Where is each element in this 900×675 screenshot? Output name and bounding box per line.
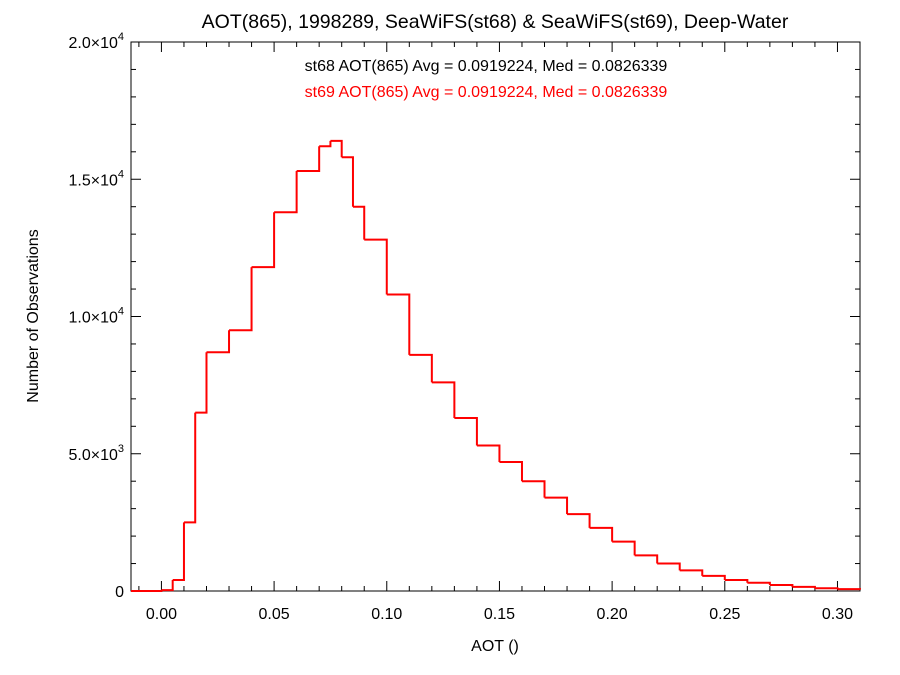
histogram-bin — [476, 444, 501, 462]
x-tick-label: 0.00 — [146, 606, 177, 623]
y-tick-exponent: 4 — [118, 31, 124, 43]
y-tick-label: 1.5×104 — [68, 168, 124, 189]
histogram-bin — [702, 574, 726, 581]
y-tick-mantissa: 1.0×10 — [68, 310, 117, 327]
y-tick-label: 1.0×104 — [68, 306, 124, 327]
histogram-bin — [769, 583, 794, 587]
histogram-bin — [172, 522, 185, 582]
y-tick-exponent: 3 — [118, 443, 124, 455]
axis-ticks — [131, 41, 861, 592]
histogram-bin — [792, 585, 816, 589]
histogram-bin — [544, 496, 569, 515]
histogram-bin — [341, 156, 354, 207]
y-tick-label: 5.0×103 — [68, 443, 124, 464]
y-tick-exponent: 4 — [118, 168, 124, 180]
histogram-bin — [296, 146, 321, 173]
x-axis-label: AOT () — [471, 638, 519, 655]
annotation-st69: st69 AOT(865) Avg = 0.0919224, Med = 0.0… — [305, 84, 668, 101]
x-tick-label: 0.10 — [371, 606, 402, 623]
y-tick-mantissa: 1.5×10 — [68, 172, 117, 189]
y-tick-label: 2.0×104 — [68, 31, 124, 52]
histogram-bin — [352, 205, 366, 240]
histogram-bin — [206, 330, 231, 354]
histogram-bin — [657, 562, 681, 571]
y-tick-mantissa: 5.0×10 — [68, 447, 117, 464]
chart-title: AOT(865), 1998289, SeaWiFS(st68) & SeaWi… — [202, 11, 789, 33]
y-tick-exponent: 4 — [118, 306, 124, 318]
histogram-bin — [409, 353, 433, 383]
series-layer — [131, 139, 861, 592]
tick-labels: 0.00 0.05 0.10 0.15 0.20 0.25 0.30 0 5.0×103 1.0×… — [68, 31, 853, 623]
histogram-bin — [330, 139, 343, 158]
histogram-bin — [634, 554, 659, 564]
histogram-bin — [499, 460, 523, 482]
histogram-bin — [814, 587, 839, 590]
x-tick-label: 0.20 — [597, 606, 628, 623]
histogram-bin — [747, 581, 771, 585]
histogram-bin — [161, 580, 174, 592]
histogram-bin — [521, 480, 546, 498]
plot-frame — [130, 41, 861, 592]
x-tick-label: 0.25 — [709, 606, 740, 623]
histogram-bin — [612, 540, 636, 556]
histogram-bin — [131, 590, 163, 592]
series-0 — [131, 139, 861, 592]
histogram-bin — [837, 588, 861, 591]
histogram-bin — [679, 569, 704, 576]
histogram-bin — [195, 352, 208, 414]
histogram-bin — [364, 238, 388, 295]
histogram-bin — [724, 579, 749, 583]
y-axis-label: Number of Observations — [25, 229, 42, 402]
y-tick-label: 0 — [115, 584, 124, 601]
x-tick-label: 0.30 — [822, 606, 853, 623]
y-tick-mantissa: 2.0×10 — [68, 35, 117, 52]
histogram-bin — [567, 513, 591, 528]
histogram-bin — [454, 417, 478, 446]
y-tick-mantissa: 0 — [115, 584, 124, 601]
histogram-bin — [183, 412, 197, 524]
histogram-bin — [431, 381, 456, 419]
x-tick-label: 0.05 — [259, 606, 290, 623]
histogram-bin — [386, 293, 411, 355]
histogram-bin — [229, 267, 253, 332]
annotation-st68: st68 AOT(865) Avg = 0.0919224, Med = 0.0… — [305, 58, 668, 75]
histogram-bin — [589, 526, 614, 542]
histogram-bin — [274, 171, 298, 214]
x-tick-label: 0.15 — [484, 606, 515, 623]
histogram-bin — [251, 212, 276, 269]
histogram-bin — [319, 140, 332, 148]
